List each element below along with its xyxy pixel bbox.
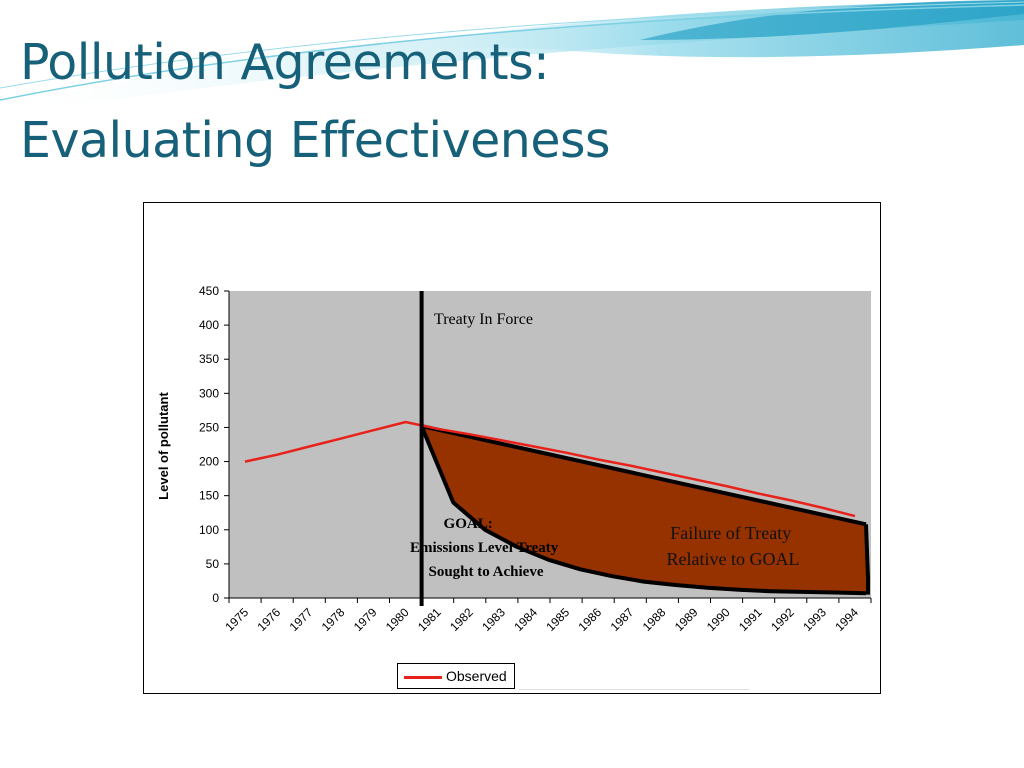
- x-tick-label: 1978: [319, 605, 348, 634]
- chart-frame: 0 50 100 150 200 250 300 350 400 450 1975 1976 1977 1…: [143, 202, 881, 694]
- failure-top-border: [421, 424, 867, 527]
- y-tick-label: 300: [199, 386, 219, 400]
- legend-observed-label: Observed: [446, 668, 507, 684]
- y-tick-label: 450: [199, 284, 219, 298]
- failure-label-line-2: Relative to GOAL: [667, 549, 800, 569]
- goal-curve: [419, 425, 867, 596]
- y-tick-label: 200: [199, 455, 219, 469]
- x-tick-label: 1991: [736, 605, 765, 634]
- y-tick-label: 150: [199, 489, 219, 503]
- slide-title-line-2: Evaluating Effectiveness: [20, 112, 611, 169]
- goal-label-line-2: Emissions Level Treaty: [410, 540, 559, 556]
- x-tick-label: 1981: [415, 605, 444, 634]
- x-tick-label: 1980: [383, 605, 412, 634]
- y-tick-label: 350: [199, 352, 219, 366]
- decorative-swoosh: [0, 0, 1024, 115]
- failure-label: Failure of Treaty Relative to GOAL: [667, 523, 800, 569]
- legend-observed-swatch: [404, 676, 442, 679]
- y-tick-label: 400: [199, 318, 219, 332]
- treaty-in-force-label: Treaty In Force: [434, 311, 533, 328]
- slide-title: Pollution Agreements: Evaluating Effecti…: [20, 24, 611, 180]
- x-tick-label: 1984: [511, 605, 540, 634]
- x-tick-label: 1987: [608, 605, 637, 634]
- observed-series-line: [244, 420, 856, 518]
- failure-label-line-1: Failure of Treaty: [670, 523, 791, 543]
- x-tick-label: 1992: [768, 605, 797, 634]
- y-tick-label: 100: [199, 523, 219, 537]
- y-axis-label: Level of pollutant: [156, 392, 171, 500]
- goal-label-line-3: Sought to Achieve: [428, 564, 543, 580]
- y-tick-label: 50: [206, 557, 220, 571]
- x-tick-label: 1983: [479, 605, 508, 634]
- goal-label: GOAL: Emissions Level Treaty Sought to A…: [410, 516, 562, 580]
- x-tick-label: 1989: [672, 605, 701, 634]
- x-tick-label: 1993: [800, 605, 829, 634]
- x-tick-label: 1975: [222, 605, 251, 634]
- x-tick-label: 1990: [704, 605, 733, 634]
- legend-cover: [519, 664, 749, 690]
- x-tick-label: 1986: [575, 605, 604, 634]
- x-tick-label: 1994: [832, 605, 861, 634]
- y-tick-label: 250: [199, 420, 219, 434]
- y-tick-label: 0: [212, 591, 219, 605]
- goal-label-line-1: GOAL:: [444, 516, 493, 532]
- x-tick-label: 1982: [447, 605, 476, 634]
- x-tick-label: 1988: [640, 605, 669, 634]
- slide-title-line-1: Pollution Agreements:: [20, 34, 550, 91]
- x-tick-label: 1976: [254, 605, 283, 634]
- x-tick-label: 1979: [351, 605, 380, 634]
- x-tick-label: 1985: [543, 605, 572, 634]
- x-tick-label: 1977: [287, 605, 316, 634]
- failure-right-border: [864, 524, 870, 595]
- chart-legend: Observed: [397, 663, 515, 689]
